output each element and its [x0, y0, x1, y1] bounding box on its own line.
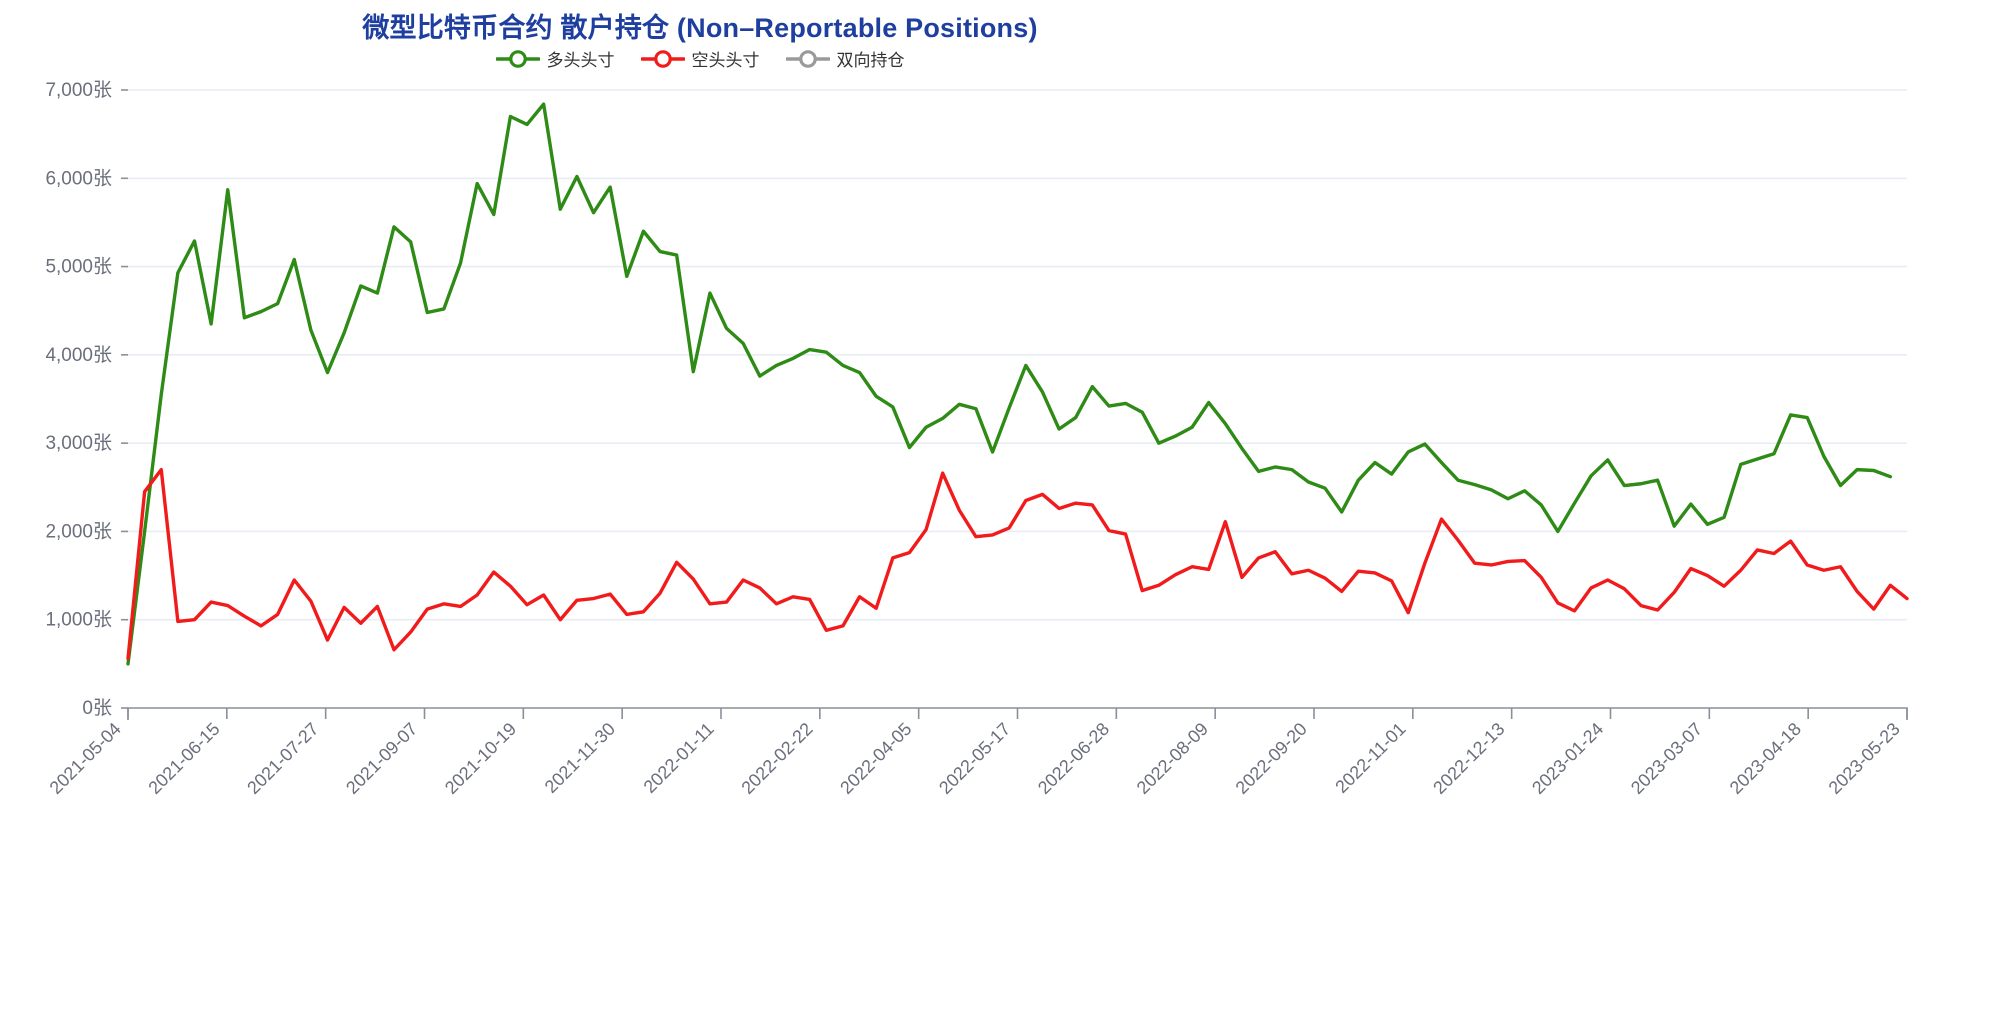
- x-tick-label: 2023-04-18: [1726, 719, 1805, 798]
- x-tick-label: 2021-07-27: [243, 719, 322, 798]
- gridlines: [121, 89, 1907, 709]
- x-axis: [127, 707, 1908, 720]
- x-tick-label: 2022-12-13: [1429, 719, 1508, 798]
- x-axis-tick-labels: 2021-05-04 2021-06-15 2021-07-27 2021-09-07…: [46, 719, 1904, 798]
- legend-item-short[interactable]: 空头头寸: [640, 46, 760, 71]
- y-tick-label: 3,000张: [45, 432, 112, 454]
- chart-legend: 多头头寸 空头头寸 双向持仓: [0, 46, 1400, 71]
- x-tick-label: 2021-11-30: [541, 719, 619, 797]
- x-tick-label: 2022-08-09: [1133, 719, 1212, 798]
- y-tick-label: 2,000张: [45, 520, 112, 542]
- x-tick-label: 2023-05-23: [1825, 719, 1904, 798]
- legend-item-long[interactable]: 多头头寸: [495, 46, 615, 71]
- x-tick-label: 2021-06-15: [144, 719, 223, 798]
- series-line-空头头寸: [126, 467, 1909, 661]
- legend-item-spread[interactable]: 双向持仓: [785, 46, 905, 71]
- series-line-多头头寸: [126, 102, 1893, 666]
- x-tick-label: 2022-04-05: [836, 719, 915, 798]
- series-lines: [126, 102, 1909, 666]
- legend-label-short: 空头头寸: [691, 51, 760, 70]
- legend-label-spread: 双向持仓: [836, 51, 905, 70]
- x-tick-label: 2022-09-20: [1232, 719, 1311, 798]
- x-tick-label: 2023-03-07: [1627, 719, 1706, 798]
- x-tick-label: 2022-05-17: [935, 719, 1014, 798]
- y-axis-tick-labels: 0张 1,000张 2,000张 3,000张 4,000张 5,000张 6,000张 7,…: [45, 79, 112, 719]
- legend-marker-long-icon: [495, 49, 540, 68]
- chart-title: 微型比特币合约 散户持仓 (Non–Reportable Positions): [362, 13, 1038, 43]
- x-tick-label: 2022-11-01: [1331, 719, 1409, 797]
- x-tick-label: 2021-09-07: [342, 719, 421, 798]
- legend-marker-short-icon: [640, 49, 685, 68]
- x-tick-label: 2022-02-22: [737, 719, 816, 798]
- x-tick-label: 2021-10-19: [441, 719, 520, 798]
- x-tick-label: 2022-06-28: [1034, 719, 1113, 798]
- y-tick-label: 7,000张: [45, 79, 112, 101]
- y-tick-label: 0张: [82, 697, 112, 719]
- legend-marker-spread-icon: [785, 49, 830, 68]
- y-tick-label: 4,000张: [45, 344, 112, 366]
- y-tick-label: 6,000张: [45, 167, 112, 189]
- x-tick-label: 2022-01-11: [640, 719, 718, 797]
- x-tick-label: 2023-01-24: [1528, 719, 1607, 798]
- legend-label-long: 多头头寸: [546, 51, 615, 70]
- x-tick-label: 2021-05-04: [46, 719, 125, 798]
- y-tick-label: 5,000张: [45, 256, 112, 278]
- y-tick-label: 1,000张: [45, 609, 112, 631]
